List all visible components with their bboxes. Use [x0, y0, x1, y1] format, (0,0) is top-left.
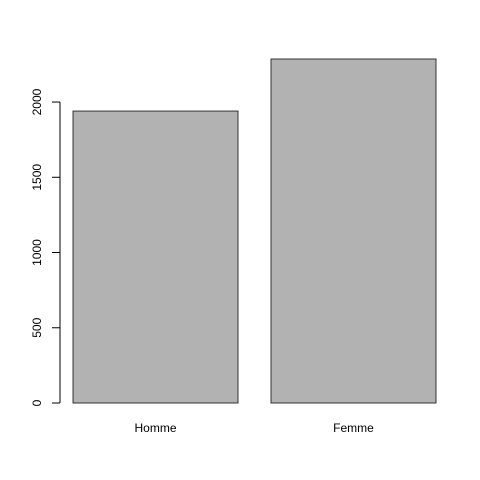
y-tick-label: 2000: [30, 88, 44, 115]
bar: [270, 58, 437, 404]
y-tick-label: 1000: [30, 239, 44, 266]
x-tick-label: Femme: [333, 421, 374, 435]
x-tick-label: Homme: [134, 421, 176, 435]
bar: [72, 110, 239, 404]
y-tick-label: 500: [30, 317, 44, 337]
y-tick-label: 1500: [30, 164, 44, 191]
y-tick-label: 0: [30, 399, 44, 406]
